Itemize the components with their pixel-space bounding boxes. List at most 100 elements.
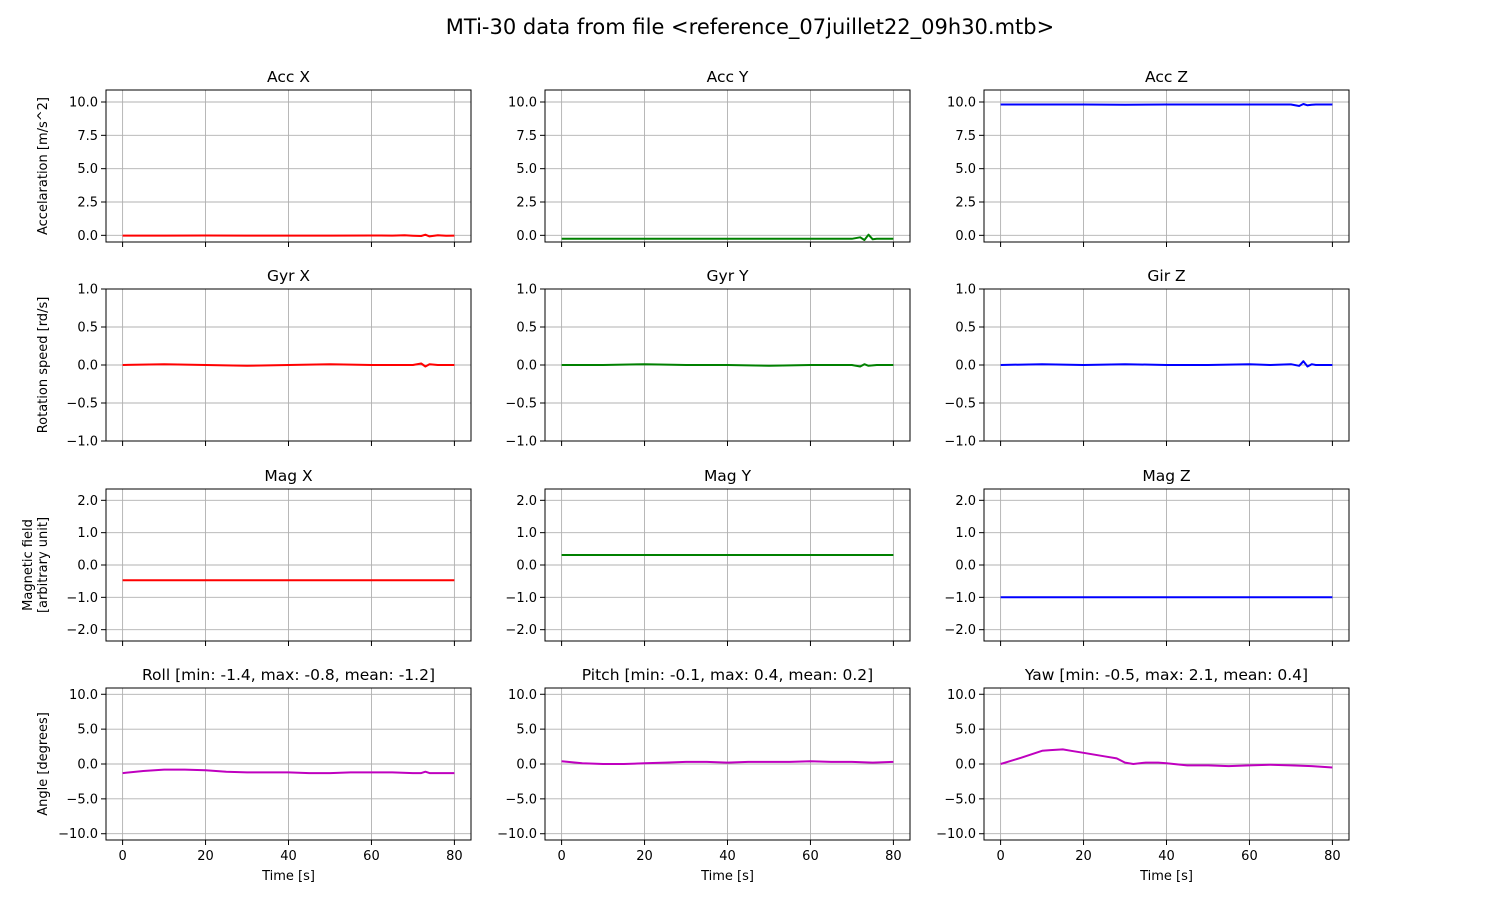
y-tick-label: −1.0 [505, 435, 537, 450]
subplot-2: 0.0 2.5 5.0 7.5 10.0 Acc Y [508, 68, 911, 247]
y-axis-label: Rotation speed [rd/s] [36, 297, 51, 434]
x-tick-label: 60 [802, 849, 819, 864]
y-axis-label: Accelaration [m/s^2] [36, 97, 51, 235]
subplot-title: Yaw [min: -0.5, max: 2.1, mean: 0.4] [1024, 666, 1308, 684]
y-tick-label: 0.0 [955, 229, 976, 244]
y-tick-label: 5.0 [77, 723, 98, 738]
x-tick-label: 80 [446, 849, 463, 864]
x-tick-label: 40 [719, 849, 736, 864]
y-tick-label: −0.5 [66, 397, 98, 412]
subplot-title: Roll [min: -1.4, max: -0.8, mean: -1.2] [142, 666, 435, 684]
y-tick-label: 10.0 [508, 96, 537, 111]
y-axis-label: Angle [degrees] [36, 712, 51, 816]
y-tick-label: 0.0 [516, 559, 537, 574]
subplot-12: 0 20 40 60 80 −10.0 −5.0 0.0 5.0 10.0 Yaw [min: -0… [936, 666, 1350, 884]
y-tick-label: 1.0 [955, 526, 976, 541]
subplot-1: 0.0 2.5 5.0 7.5 10.0 Acc X Accelaration [m/s^2… [36, 68, 472, 247]
y-tick-label: −0.5 [944, 397, 976, 412]
subplot-8: −2.0 −1.0 0.0 1.0 2.0 Mag Y [505, 467, 911, 646]
subplot-title: Gir Z [1147, 267, 1185, 285]
y-tick-label: −1.0 [944, 435, 976, 450]
y-tick-label: 2.5 [77, 196, 98, 211]
y-tick-label: 0.0 [955, 359, 976, 374]
subplot-4: −1.0 −0.5 0.0 0.5 1.0 Gyr X Rotation speed [rd… [36, 267, 472, 450]
x-tick-label: 60 [363, 849, 380, 864]
y-tick-label: −2.0 [505, 623, 537, 638]
y-tick-label: 2.0 [955, 494, 976, 509]
figure-title: MTi-30 data from file <reference_07juill… [446, 15, 1054, 40]
y-tick-label: 0.0 [516, 359, 537, 374]
y-tick-label: −1.0 [505, 591, 537, 606]
y-tick-label: −2.0 [66, 623, 98, 638]
y-tick-label: −1.0 [944, 591, 976, 606]
y-tick-label: 1.0 [77, 526, 98, 541]
y-tick-label: 0.0 [955, 758, 976, 773]
y-tick-label: −2.0 [944, 623, 976, 638]
y-tick-label: 10.0 [508, 688, 537, 703]
y-tick-label: −10.0 [497, 827, 537, 842]
series-line-1 [561, 760, 894, 765]
subplot-title: Acc Y [707, 68, 749, 86]
y-tick-label: 0.0 [516, 758, 537, 773]
series-line-1 [122, 768, 455, 775]
subplot-10: 0 20 40 60 80 −10.0 −5.0 0.0 5.0 10.0 Roll [min: -… [36, 666, 472, 884]
y-tick-label: 2.0 [77, 494, 98, 509]
y-tick-label: −5.0 [944, 792, 976, 807]
subplot-3: 0.0 2.5 5.0 7.5 10.0 Acc Z [947, 68, 1350, 247]
y-tick-label: 0.0 [77, 229, 98, 244]
subplot-title: Mag Y [704, 467, 752, 485]
y-tick-label: 0.5 [77, 321, 98, 336]
x-tick-label: 20 [636, 849, 653, 864]
x-tick-label: 60 [1241, 849, 1258, 864]
subplot-title: Gyr X [267, 267, 310, 285]
series-line-1 [1000, 360, 1333, 368]
y-tick-label: 0.0 [77, 758, 98, 773]
y-tick-label: 7.5 [516, 129, 537, 144]
subplot-9: −2.0 −1.0 0.0 1.0 2.0 Mag Z [944, 467, 1350, 646]
y-tick-label: −1.0 [66, 435, 98, 450]
y-tick-label: 2.5 [516, 196, 537, 211]
y-tick-label: 10.0 [947, 688, 976, 703]
series-line-1 [561, 363, 894, 368]
y-tick-label: 1.0 [77, 283, 98, 298]
y-tick-label: −5.0 [66, 792, 98, 807]
y-tick-label: 2.5 [955, 196, 976, 211]
y-tick-label: 0.5 [516, 321, 537, 336]
x-tick-label: 20 [197, 849, 214, 864]
series-line-1 [1000, 103, 1333, 107]
subplot-11: 0 20 40 60 80 −10.0 −5.0 0.0 5.0 10.0 Pitch [min: … [497, 666, 911, 884]
series-line-1 [1000, 748, 1333, 769]
y-tick-label: 1.0 [516, 283, 537, 298]
x-tick-label: 40 [1158, 849, 1175, 864]
series-line-1 [561, 233, 894, 241]
subplot-title: Mag Z [1142, 467, 1190, 485]
x-tick-label: 0 [118, 849, 126, 864]
y-tick-label: 5.0 [955, 723, 976, 738]
x-tick-label: 40 [280, 849, 297, 864]
x-tick-label: 0 [557, 849, 565, 864]
y-tick-label: 5.0 [77, 162, 98, 177]
series-line-1 [122, 362, 455, 368]
subplot-title: Gyr Y [707, 267, 749, 285]
x-tick-label: 80 [885, 849, 902, 864]
y-tick-label: −0.5 [505, 397, 537, 412]
subplot-5: −1.0 −0.5 0.0 0.5 1.0 Gyr Y [505, 267, 911, 450]
y-tick-label: −5.0 [505, 792, 537, 807]
y-tick-label: 0.5 [955, 321, 976, 336]
subplot-title: Mag X [264, 467, 313, 485]
y-tick-label: 10.0 [69, 688, 98, 703]
y-tick-label: 0.0 [77, 359, 98, 374]
y-tick-label: 2.0 [516, 494, 537, 509]
y-tick-label: 5.0 [516, 723, 537, 738]
y-tick-label: 0.0 [516, 229, 537, 244]
y-tick-label: 5.0 [516, 162, 537, 177]
y-axis-label: Magnetic field [21, 519, 36, 611]
y-tick-label: 10.0 [69, 96, 98, 111]
y-tick-label: −10.0 [58, 827, 98, 842]
subplot-title: Acc Z [1145, 68, 1188, 86]
x-axis-label: Time [s] [261, 869, 315, 884]
y-tick-label: 5.0 [955, 162, 976, 177]
x-axis-label: Time [s] [700, 869, 754, 884]
y-tick-label: 0.0 [955, 559, 976, 574]
subplot-title: Acc X [267, 68, 310, 86]
